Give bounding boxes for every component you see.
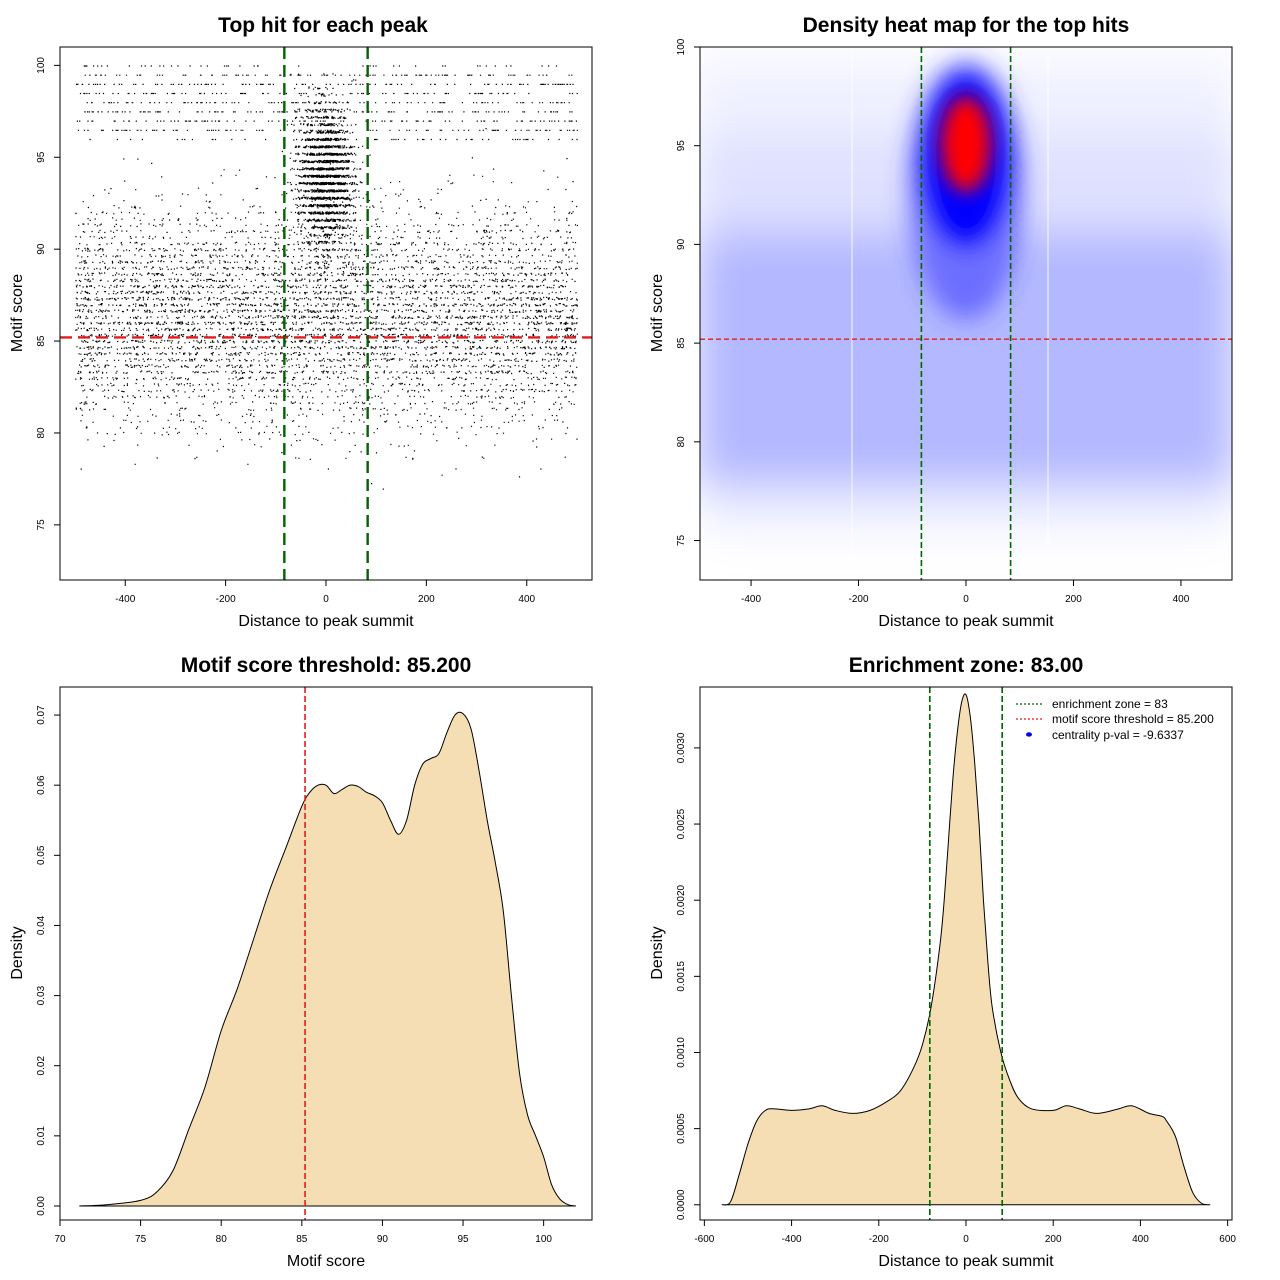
heatmap-peak-hotspot	[941, 96, 991, 192]
x-tick-label: 75	[135, 1234, 147, 1245]
y-tick-label: 95	[36, 151, 47, 163]
legend-motif-threshold-label: motif score threshold = 85.200	[1052, 712, 1214, 726]
legend-enrichment-zone-label: enrichment zone = 83	[1052, 697, 1168, 711]
scatter-x-label: Distance to peak summit	[238, 613, 414, 630]
y-tick-label: 0.05	[36, 845, 47, 865]
x-tick-label: 200	[418, 594, 435, 605]
y-tick-label: 0.00	[36, 1196, 47, 1216]
scatter-reference-lines	[60, 47, 592, 580]
y-tick-label: 80	[36, 427, 47, 439]
y-tick-label: 0.02	[36, 1056, 47, 1076]
x-tick-label: 200	[1045, 1234, 1062, 1245]
distance-density-panel: Enrichment zone: 83.00 -600 -400 -200 0 200 4…	[649, 654, 1236, 1270]
distance-density-zone-lines	[929, 687, 1003, 1220]
x-tick-label: 0	[323, 594, 329, 605]
y-tick-label: 0.03	[36, 985, 47, 1005]
x-tick-label: 80	[216, 1234, 228, 1245]
heatmap-y-axis: 75 80 85 90 95 100	[676, 38, 700, 546]
x-tick-label: 400	[1173, 594, 1190, 605]
scatter-title: Top hit for each peak	[218, 14, 428, 37]
scatter-panel: Top hit for each peak -400 -200 0 200 400 75…	[9, 14, 593, 630]
y-tick-label: 0.0015	[676, 961, 687, 992]
heatmap-x-axis: -400 -200 0 200 400	[741, 580, 1190, 605]
scatter-x-axis: -400 -200 0 200 400	[115, 580, 536, 605]
heatmap-density-band-bottom	[700, 480, 1232, 530]
distance-density-curve	[721, 693, 1211, 1206]
heatmap-peak-red	[941, 96, 991, 192]
y-tick-label: 0.0030	[676, 732, 687, 763]
scatter-y-label: Motif score	[9, 274, 26, 352]
x-tick-label: 95	[457, 1234, 469, 1245]
x-tick-label: 90	[377, 1234, 389, 1245]
x-tick-label: -200	[869, 1234, 889, 1245]
x-tick-label: 400	[1132, 1234, 1149, 1245]
legend-centrality-label: centrality p-val = -9.6337	[1052, 728, 1184, 742]
scatter-y-axis: 75 80 85 90 95 100	[36, 57, 60, 531]
x-tick-label: -200	[216, 594, 236, 605]
y-tick-label: 95	[676, 140, 687, 152]
heatmap-reference-lines	[700, 47, 1232, 580]
y-tick-label: 0.0000	[676, 1189, 687, 1220]
y-tick-label: 85	[676, 337, 687, 349]
x-tick-label: 400	[518, 594, 535, 605]
y-tick-label: 85	[36, 335, 47, 347]
y-tick-label: 0.0025	[676, 808, 687, 839]
score-density-y-label: Density	[9, 926, 26, 979]
y-tick-label: 90	[36, 243, 47, 255]
x-tick-label: -400	[741, 594, 761, 605]
x-tick-label: -600	[694, 1234, 714, 1245]
distance-density-x-axis: -600 -400 -200 0 200 400 600	[694, 1220, 1236, 1245]
y-tick-label: 0.01	[36, 1126, 47, 1146]
heatmap-field	[700, 47, 1232, 580]
legend-centrality-swatch	[1026, 732, 1032, 737]
heatmap-x-label: Distance to peak summit	[878, 613, 1054, 630]
heatmap-panel: Density heat map for the top hits	[649, 14, 1233, 630]
heatmap-title: Density heat map for the top hits	[803, 14, 1130, 37]
y-tick-label: 75	[36, 519, 47, 531]
x-tick-label: 0	[963, 594, 969, 605]
y-tick-label: 0.06	[36, 775, 47, 795]
x-tick-label: -400	[115, 594, 135, 605]
score-density-x-axis: 70 75 80 85 90 95 100	[54, 1220, 552, 1245]
score-density-plot-frame	[59, 686, 593, 1221]
x-tick-label: 600	[1219, 1234, 1236, 1245]
y-tick-label: 0.0005	[676, 1113, 687, 1144]
score-density-curve	[79, 711, 576, 1207]
x-tick-label: 70	[54, 1234, 66, 1245]
x-tick-label: -400	[782, 1234, 802, 1245]
x-tick-label: -200	[849, 594, 869, 605]
x-tick-label: 100	[535, 1234, 552, 1245]
distance-density-y-axis: 0.0000 0.0005 0.0010 0.0015 0.0020 0.0025 0.00…	[676, 732, 700, 1220]
score-density-y-axis: 0.00 0.01 0.02 0.03 0.04 0.05 0.06 0.07	[36, 705, 60, 1216]
y-tick-label: 90	[676, 238, 687, 250]
score-density-panel: Motif score threshold: 85.200 70 75 80 85 90…	[9, 654, 593, 1270]
x-tick-label: 200	[1065, 594, 1082, 605]
y-tick-label: 100	[36, 57, 47, 74]
y-tick-label: 80	[676, 436, 687, 448]
distance-density-title: Enrichment zone: 83.00	[849, 654, 1084, 677]
distance-density-legend: enrichment zone = 83 motif score thresho…	[1016, 697, 1214, 742]
y-tick-label: 75	[676, 535, 687, 547]
y-tick-label: 0.04	[36, 915, 47, 935]
distance-density-y-label: Density	[649, 926, 666, 979]
score-density-title: Motif score threshold: 85.200	[181, 654, 472, 677]
heatmap-y-label: Motif score	[649, 274, 666, 352]
x-tick-label: 85	[296, 1234, 308, 1245]
y-tick-label: 0.07	[36, 705, 47, 725]
distance-density-x-label: Distance to peak summit	[878, 1253, 1054, 1270]
score-density-x-label: Motif score	[287, 1253, 365, 1270]
y-tick-label: 0.0010	[676, 1037, 687, 1068]
y-tick-label: 0.0020	[676, 884, 687, 915]
x-tick-label: 0	[963, 1234, 969, 1245]
y-tick-label: 100	[676, 38, 687, 55]
